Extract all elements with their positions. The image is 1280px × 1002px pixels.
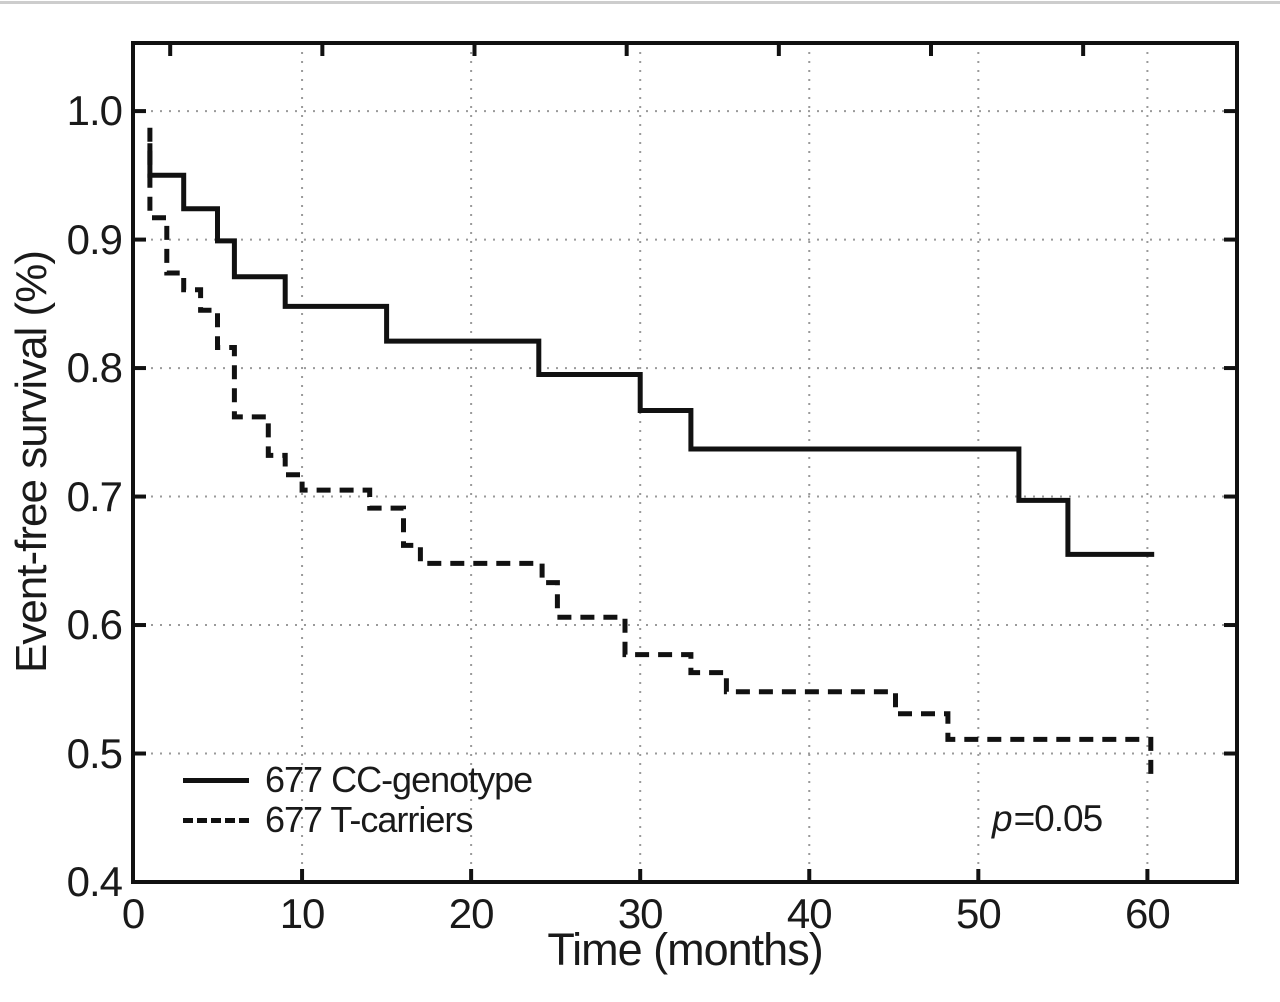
p-symbol: p: [992, 798, 1013, 839]
x-tick-label-50: 50: [955, 890, 1002, 937]
y-tick-label-0.5: 0.5: [66, 729, 123, 777]
x-axis-title: Time (months): [547, 924, 823, 975]
plot-frame: [131, 41, 1239, 884]
y-tick-label-0.9: 0.9: [66, 215, 123, 263]
dashed-line-sample: [183, 817, 249, 823]
legend-label-cc-genotype: 677 CC-genotype: [265, 759, 533, 800]
legend: 677 CC-genotype 677 T-carriers: [183, 759, 533, 840]
x-tick-label-10: 10: [279, 890, 326, 937]
y-tick-label-0.8: 0.8: [66, 344, 123, 392]
x-tick-label-40: 40: [786, 890, 833, 937]
p-value-text: =0.05: [1013, 798, 1104, 839]
x-tick-label-60: 60: [1125, 890, 1171, 937]
survival-curve-cc-genotype: [147, 143, 1155, 557]
legend-item-cc-genotype: 677 CC-genotype: [183, 759, 533, 800]
survival-curve-t-carriers: [147, 127, 1154, 781]
solid-line-sample: [183, 777, 249, 783]
y-tick-label-0.6: 0.6: [66, 601, 123, 649]
legend-label-t-carriers: 677 T-carriers: [265, 799, 473, 840]
x-tick-label-30: 30: [617, 890, 664, 937]
y-tick-label-1.0: 1.0: [66, 87, 123, 135]
y-tick-label-0.7: 0.7: [66, 472, 123, 520]
p-value-annotation: p=0.05: [992, 798, 1104, 840]
legend-item-t-carriers: 677 T-carriers: [183, 799, 532, 840]
y-tick-label-0.4: 0.4: [66, 858, 123, 905]
figure-top-border: [0, 1, 1280, 4]
x-tick-label-0: 0: [121, 890, 145, 937]
x-tick-label-20: 20: [448, 890, 495, 937]
